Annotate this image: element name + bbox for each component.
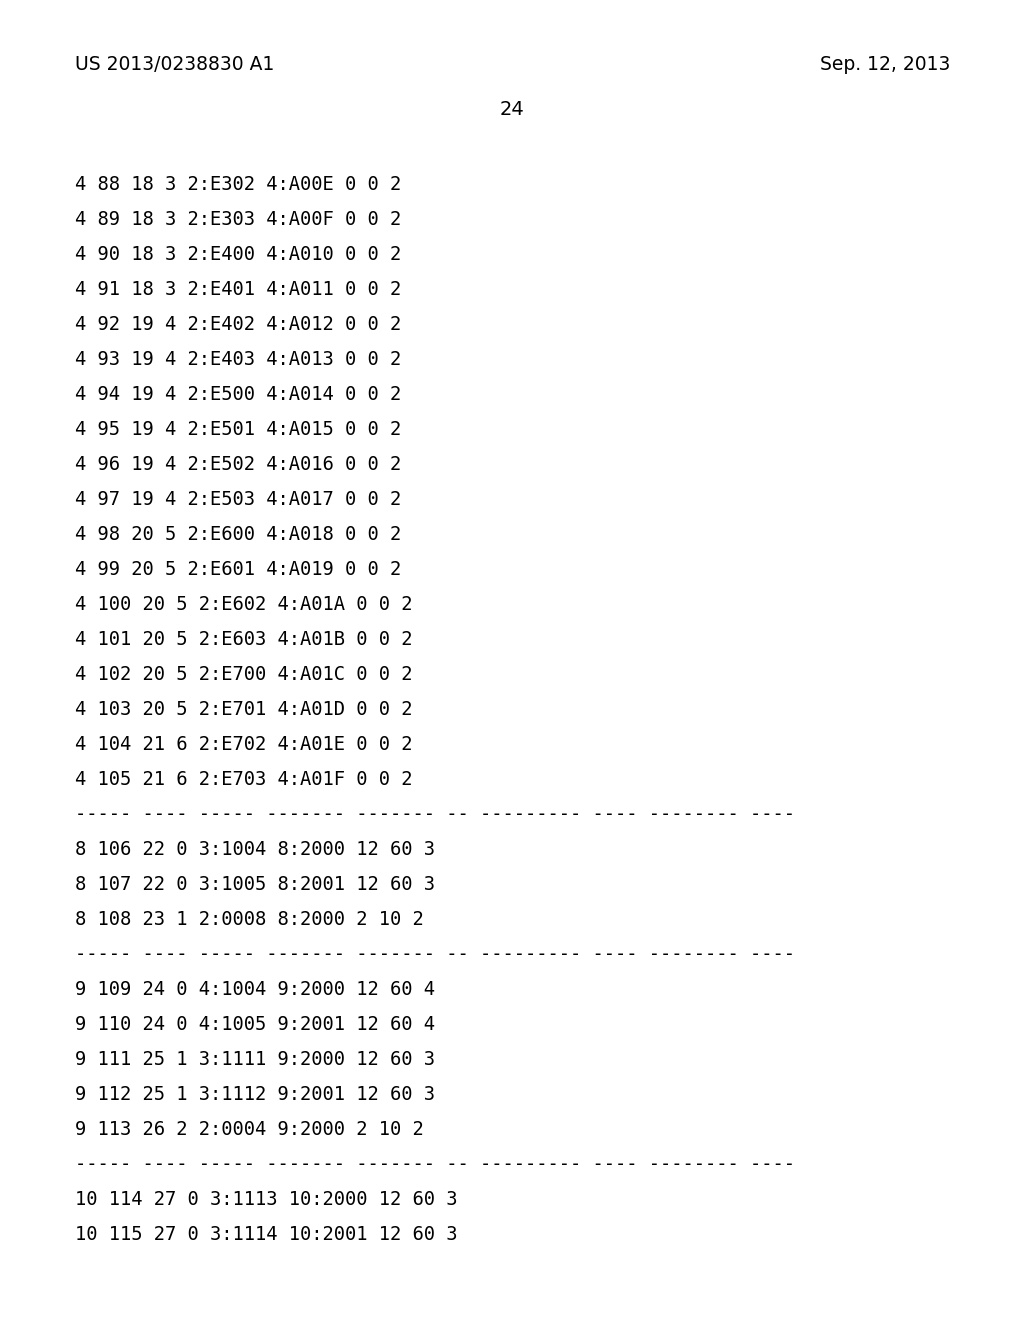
Text: Sep. 12, 2013: Sep. 12, 2013 <box>819 55 950 74</box>
Text: 8 108 23 1 2:0008 8:2000 2 10 2: 8 108 23 1 2:0008 8:2000 2 10 2 <box>75 909 424 929</box>
Text: US 2013/0238830 A1: US 2013/0238830 A1 <box>75 55 274 74</box>
Text: 4 90 18 3 2:E400 4:A010 0 0 2: 4 90 18 3 2:E400 4:A010 0 0 2 <box>75 246 401 264</box>
Text: 4 97 19 4 2:E503 4:A017 0 0 2: 4 97 19 4 2:E503 4:A017 0 0 2 <box>75 490 401 510</box>
Text: 24: 24 <box>500 100 524 119</box>
Text: 9 112 25 1 3:1112 9:2001 12 60 3: 9 112 25 1 3:1112 9:2001 12 60 3 <box>75 1085 435 1104</box>
Text: ----- ---- ----- ------- ------- -- --------- ---- -------- ----: ----- ---- ----- ------- ------- -- ----… <box>75 805 795 824</box>
Text: 4 102 20 5 2:E700 4:A01C 0 0 2: 4 102 20 5 2:E700 4:A01C 0 0 2 <box>75 665 413 684</box>
Text: 4 93 19 4 2:E403 4:A013 0 0 2: 4 93 19 4 2:E403 4:A013 0 0 2 <box>75 350 401 370</box>
Text: 9 110 24 0 4:1005 9:2001 12 60 4: 9 110 24 0 4:1005 9:2001 12 60 4 <box>75 1015 435 1034</box>
Text: 8 107 22 0 3:1005 8:2001 12 60 3: 8 107 22 0 3:1005 8:2001 12 60 3 <box>75 875 435 894</box>
Text: 9 113 26 2 2:0004 9:2000 2 10 2: 9 113 26 2 2:0004 9:2000 2 10 2 <box>75 1119 424 1139</box>
Text: 4 98 20 5 2:E600 4:A018 0 0 2: 4 98 20 5 2:E600 4:A018 0 0 2 <box>75 525 401 544</box>
Text: 4 96 19 4 2:E502 4:A016 0 0 2: 4 96 19 4 2:E502 4:A016 0 0 2 <box>75 455 401 474</box>
Text: 10 115 27 0 3:1114 10:2001 12 60 3: 10 115 27 0 3:1114 10:2001 12 60 3 <box>75 1225 458 1243</box>
Text: ----- ---- ----- ------- ------- -- --------- ---- -------- ----: ----- ---- ----- ------- ------- -- ----… <box>75 1155 795 1173</box>
Text: 10 114 27 0 3:1113 10:2000 12 60 3: 10 114 27 0 3:1113 10:2000 12 60 3 <box>75 1191 458 1209</box>
Text: 4 99 20 5 2:E601 4:A019 0 0 2: 4 99 20 5 2:E601 4:A019 0 0 2 <box>75 560 401 579</box>
Text: 4 89 18 3 2:E303 4:A00F 0 0 2: 4 89 18 3 2:E303 4:A00F 0 0 2 <box>75 210 401 228</box>
Text: 4 95 19 4 2:E501 4:A015 0 0 2: 4 95 19 4 2:E501 4:A015 0 0 2 <box>75 420 401 440</box>
Text: 9 111 25 1 3:1111 9:2000 12 60 3: 9 111 25 1 3:1111 9:2000 12 60 3 <box>75 1049 435 1069</box>
Text: 9 109 24 0 4:1004 9:2000 12 60 4: 9 109 24 0 4:1004 9:2000 12 60 4 <box>75 979 435 999</box>
Text: 4 91 18 3 2:E401 4:A011 0 0 2: 4 91 18 3 2:E401 4:A011 0 0 2 <box>75 280 401 300</box>
Text: ----- ---- ----- ------- ------- -- --------- ---- -------- ----: ----- ---- ----- ------- ------- -- ----… <box>75 945 795 964</box>
Text: 8 106 22 0 3:1004 8:2000 12 60 3: 8 106 22 0 3:1004 8:2000 12 60 3 <box>75 840 435 859</box>
Text: 4 92 19 4 2:E402 4:A012 0 0 2: 4 92 19 4 2:E402 4:A012 0 0 2 <box>75 315 401 334</box>
Text: 4 94 19 4 2:E500 4:A014 0 0 2: 4 94 19 4 2:E500 4:A014 0 0 2 <box>75 385 401 404</box>
Text: 4 105 21 6 2:E703 4:A01F 0 0 2: 4 105 21 6 2:E703 4:A01F 0 0 2 <box>75 770 413 789</box>
Text: 4 104 21 6 2:E702 4:A01E 0 0 2: 4 104 21 6 2:E702 4:A01E 0 0 2 <box>75 735 413 754</box>
Text: 4 100 20 5 2:E602 4:A01A 0 0 2: 4 100 20 5 2:E602 4:A01A 0 0 2 <box>75 595 413 614</box>
Text: 4 103 20 5 2:E701 4:A01D 0 0 2: 4 103 20 5 2:E701 4:A01D 0 0 2 <box>75 700 413 719</box>
Text: 4 101 20 5 2:E603 4:A01B 0 0 2: 4 101 20 5 2:E603 4:A01B 0 0 2 <box>75 630 413 649</box>
Text: 4 88 18 3 2:E302 4:A00E 0 0 2: 4 88 18 3 2:E302 4:A00E 0 0 2 <box>75 176 401 194</box>
